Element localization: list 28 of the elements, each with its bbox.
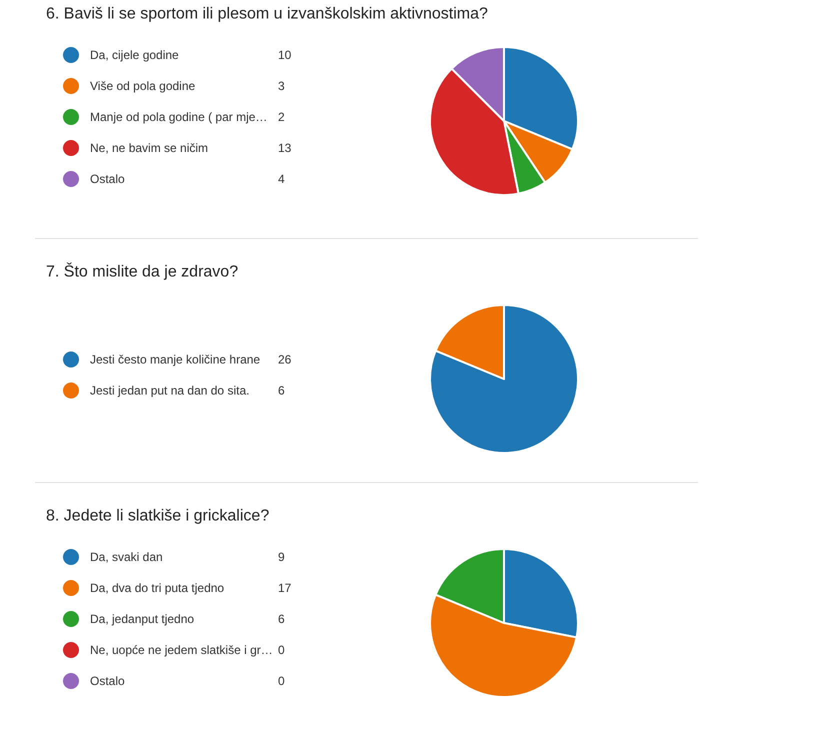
data-label: 6 bbox=[278, 612, 285, 626]
legend-label: Da, svaki dan bbox=[90, 550, 163, 564]
data-label: 4 bbox=[278, 172, 285, 186]
legend-label: Da, dva do tri puta tjedno bbox=[90, 581, 224, 596]
data-label: 26 bbox=[278, 352, 292, 367]
legend-label: Ostalo bbox=[90, 172, 126, 186]
data-label: 3 bbox=[278, 79, 285, 94]
legend-label: Više od pola godine bbox=[90, 79, 196, 94]
legend-label: Ne, uopće ne jedem slatkiše i gr… bbox=[90, 643, 273, 658]
legend-label: Ostalo bbox=[90, 674, 126, 688]
data-label: 9 bbox=[278, 550, 285, 564]
data-label: 2 bbox=[278, 110, 285, 124]
chart-title: 7. Što mislite da je zdravo? bbox=[46, 262, 238, 281]
chart-title: 6. Baviš li se sportom ili plesom u izvanškolskim aktivnostima? bbox=[46, 6, 488, 23]
data-label: 6 bbox=[278, 384, 285, 398]
legend-label: Jesti jedan put na dan do sita. bbox=[90, 384, 250, 398]
data-label: 13 bbox=[278, 141, 292, 156]
legend-label: Jesti često manje količine hrane bbox=[90, 352, 260, 367]
chart-title: 8. Jedete li slatkiše i grickalice? bbox=[46, 508, 270, 525]
legend-label: Da, jedanput tjedno bbox=[90, 612, 194, 626]
data-label: 10 bbox=[278, 48, 292, 62]
legend-label: Da, cijele godine bbox=[90, 48, 180, 62]
pie-slice bbox=[429, 304, 579, 454]
text: 0 bbox=[278, 643, 285, 658]
legend-label: Manje od pola godine ( par mje… bbox=[90, 110, 268, 124]
text: 0 bbox=[278, 674, 285, 688]
legend-label: Ne, ne bavim se ničim bbox=[90, 141, 208, 156]
data-label: 17 bbox=[278, 581, 292, 596]
